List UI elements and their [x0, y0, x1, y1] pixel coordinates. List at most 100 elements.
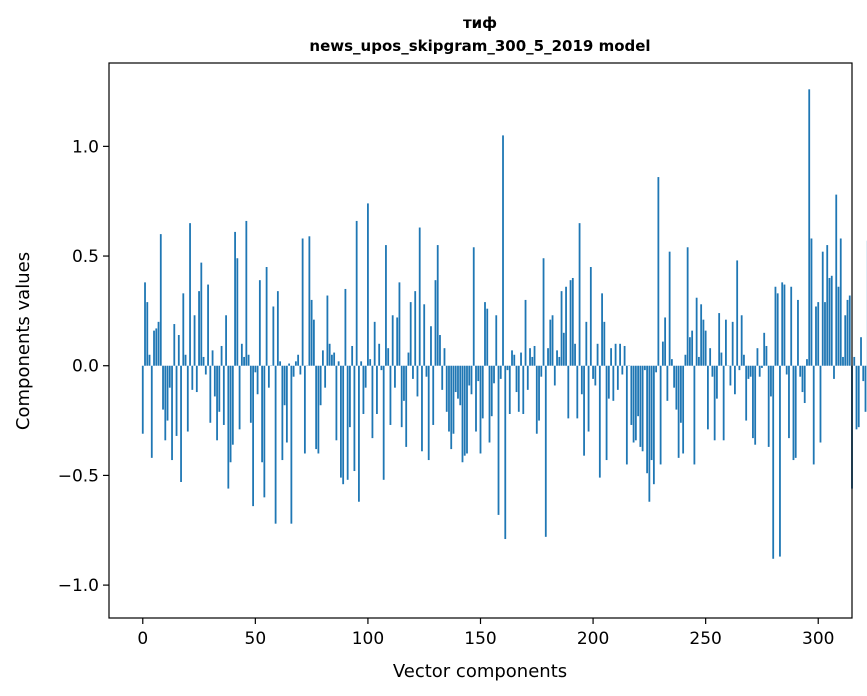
bar-187 [562, 332, 565, 366]
bar-252 [709, 348, 712, 366]
bar-171 [526, 365, 529, 390]
bar-186 [560, 291, 563, 366]
bar-35 [220, 345, 223, 366]
bar-104 [376, 365, 378, 414]
bar-52 [258, 280, 261, 366]
bar-72 [303, 365, 306, 454]
bar-11 [166, 365, 169, 421]
bar-27 [202, 356, 205, 366]
bar-305 [828, 277, 831, 366]
bar-165 [513, 354, 516, 366]
bar-201 [594, 365, 597, 386]
bar-154 [488, 365, 491, 443]
bar-81 [324, 365, 327, 388]
bar-275 [761, 365, 763, 368]
bar-38 [227, 365, 230, 489]
bar-1 [144, 282, 146, 366]
bar-164 [511, 350, 513, 366]
x-tick-label: 100 [352, 629, 384, 649]
bar-91 [346, 365, 349, 480]
bar-112 [394, 365, 396, 388]
bar-71 [301, 238, 304, 366]
bar-107 [382, 365, 385, 480]
bar-153 [486, 308, 489, 366]
bar-261 [729, 365, 732, 386]
bar-238 [677, 365, 680, 458]
bar-100 [367, 203, 369, 366]
bar-132 [439, 335, 441, 366]
bar-247 [698, 356, 700, 366]
bar-229 [657, 177, 660, 366]
bar-292 [799, 365, 802, 377]
bar-115 [400, 365, 403, 428]
bar-64 [285, 365, 288, 443]
bar-198 [587, 365, 590, 432]
bar-113 [396, 317, 399, 366]
bar-309 [837, 286, 840, 366]
y-tick-label: 0.5 [72, 247, 99, 267]
bar-133 [441, 365, 444, 390]
bar-293 [801, 365, 804, 393]
bar-70 [299, 365, 302, 375]
bar-106 [380, 365, 383, 371]
bar-69 [297, 354, 300, 366]
bar-67 [292, 365, 295, 377]
bar-84 [331, 354, 333, 366]
bar-285 [783, 284, 786, 366]
bar-48 [249, 365, 252, 423]
bar-300 [817, 302, 820, 366]
bar-37 [225, 315, 227, 366]
bar-249 [702, 319, 705, 366]
bar-139 [454, 365, 457, 393]
bar-197 [585, 321, 588, 366]
bar-251 [707, 365, 709, 430]
bar-301 [819, 365, 822, 443]
bar-220 [637, 365, 640, 417]
bar-74 [308, 236, 311, 366]
chart-subtitle: news_upos_skipgram_300_5_2019 model [309, 37, 650, 55]
x-tick-label: 300 [802, 629, 834, 649]
bar-46 [245, 220, 248, 366]
bar-318 [857, 365, 860, 428]
bar-207 [607, 365, 610, 399]
bar-243 [688, 337, 691, 366]
bar-22 [191, 365, 194, 390]
bar-29 [207, 284, 209, 366]
bar-265 [738, 365, 741, 371]
bar-124 [421, 365, 423, 452]
bar-228 [655, 365, 658, 373]
bar-239 [679, 365, 682, 423]
bar-175 [535, 365, 538, 434]
y-tick-label: 1.0 [72, 137, 99, 157]
bar-17 [180, 365, 182, 482]
bar-258 [722, 365, 725, 441]
bar-306 [830, 275, 833, 366]
bar-206 [605, 365, 608, 461]
bar-312 [844, 315, 847, 366]
bar-191 [571, 277, 574, 366]
bar-314 [848, 295, 851, 366]
bar-241 [684, 354, 687, 366]
bar-310 [839, 238, 842, 366]
bar-96 [358, 365, 360, 502]
bar-254 [713, 365, 716, 441]
bar-316 [853, 356, 856, 366]
bar-262 [731, 321, 734, 366]
bar-250 [704, 330, 707, 366]
bar-215 [625, 365, 628, 465]
bar-125 [423, 304, 426, 366]
bar-126 [425, 365, 428, 377]
bar-289 [792, 365, 795, 461]
bar-269 [747, 365, 750, 379]
bar-50 [254, 365, 257, 373]
bar-283 [779, 365, 781, 557]
bar-114 [398, 282, 401, 366]
bar-41 [234, 231, 236, 366]
bar-103 [373, 321, 376, 366]
bar-218 [632, 365, 635, 443]
bar-16 [177, 335, 180, 366]
x-axis: 0 50 100 150 200 250 300 [137, 618, 834, 649]
bar-233 [666, 365, 669, 401]
bar-23 [193, 315, 196, 366]
bar-92 [349, 365, 351, 428]
